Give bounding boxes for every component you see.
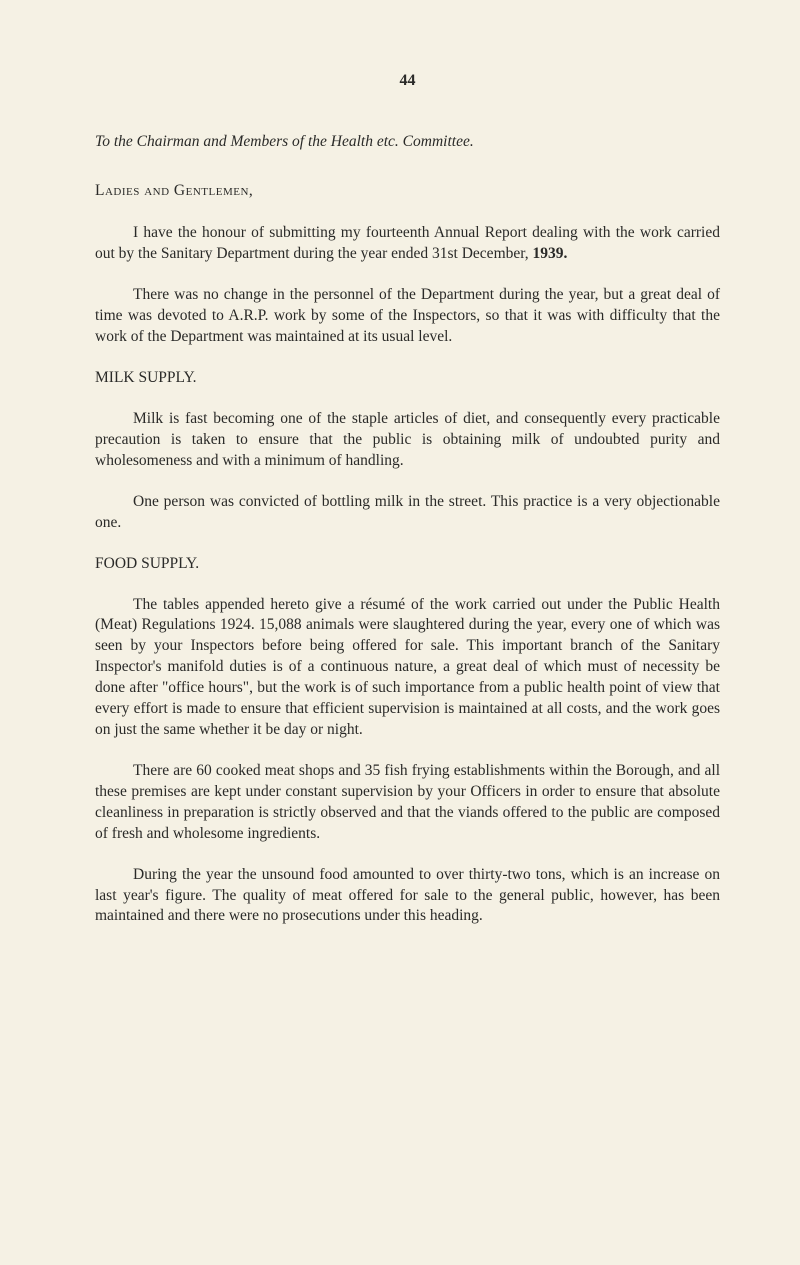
intro-text: I have the honour of submitting my fourt…	[95, 224, 720, 262]
food-paragraph-2: There are 60 cooked meat shops and 35 fi…	[95, 761, 720, 845]
intro-paragraph-1: I have the honour of submitting my fourt…	[95, 223, 720, 265]
food-supply-heading: FOOD SUPPLY.	[95, 554, 720, 575]
letter-heading: To the Chairman and Members of the Healt…	[95, 132, 720, 153]
food-paragraph-1: The tables appended hereto give a résumé…	[95, 595, 720, 741]
page-number: 44	[95, 70, 720, 92]
food-paragraph-3: During the year the unsound food amounte…	[95, 865, 720, 928]
milk-supply-heading: MILK SUPPLY.	[95, 368, 720, 389]
salutation: Ladies and Gentlemen,	[95, 181, 720, 202]
milk-paragraph-2: One person was convicted of bottling mil…	[95, 492, 720, 534]
milk-paragraph-1: Milk is fast becoming one of the staple …	[95, 409, 720, 472]
report-year: 1939.	[533, 245, 568, 262]
intro-paragraph-2: There was no change in the personnel of …	[95, 285, 720, 348]
